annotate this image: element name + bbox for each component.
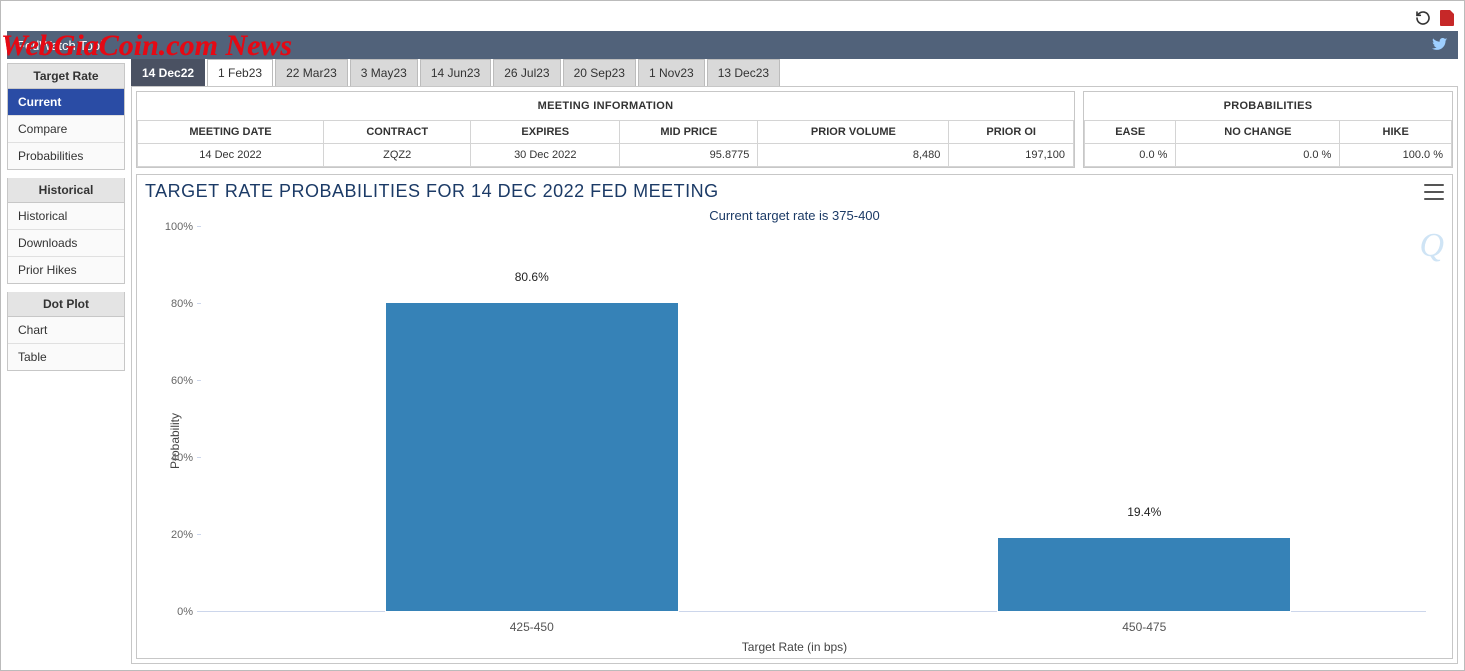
col-prior-oi: PRIOR OI bbox=[949, 121, 1074, 144]
col-meeting-date: MEETING DATE bbox=[138, 121, 324, 144]
title-bar: FedWatch Tool bbox=[7, 31, 1458, 59]
y-tick-label: 100% bbox=[153, 221, 193, 233]
tab-1feb23[interactable]: 1 Feb23 bbox=[207, 59, 273, 86]
chart-subtitle: Current target rate is 375-400 bbox=[145, 208, 1444, 223]
cell-meeting-date: 14 Dec 2022 bbox=[138, 144, 324, 167]
cell-prior-oi: 197,100 bbox=[949, 144, 1074, 167]
x-tick-label: 425-450 bbox=[510, 620, 554, 634]
y-tick-label: 40% bbox=[153, 452, 193, 464]
pdf-icon[interactable] bbox=[1438, 9, 1456, 27]
sidebar-item-probabilities[interactable]: Probabilities bbox=[8, 143, 124, 169]
date-tabs: 14 Dec221 Feb2322 Mar233 May2314 Jun2326… bbox=[131, 59, 1458, 87]
probabilities-block: PROBABILITIES EASE NO CHANGE HIKE 0.0 % … bbox=[1083, 91, 1453, 168]
tab-14dec22[interactable]: 14 Dec22 bbox=[131, 59, 205, 86]
tab-20sep23[interactable]: 20 Sep23 bbox=[563, 59, 636, 86]
sidebar-item-downloads[interactable]: Downloads bbox=[8, 230, 124, 257]
col-contract: CONTRACT bbox=[323, 121, 470, 144]
probabilities-table: EASE NO CHANGE HIKE 0.0 % 0.0 % 100.0 % bbox=[1084, 120, 1452, 167]
col-mid-price: MID PRICE bbox=[620, 121, 758, 144]
sidebar-item-historical[interactable]: Historical bbox=[8, 203, 124, 230]
y-tick-label: 60% bbox=[153, 375, 193, 387]
bar-value-label: 80.6% bbox=[515, 270, 549, 284]
cell-prior-volume: 8,480 bbox=[758, 144, 949, 167]
tab-1nov23[interactable]: 1 Nov23 bbox=[638, 59, 705, 86]
top-toolbar bbox=[7, 5, 1458, 31]
sidebar-item-chart[interactable]: Chart bbox=[8, 317, 124, 344]
y-tick-marker bbox=[197, 303, 201, 304]
col-ease: EASE bbox=[1085, 121, 1176, 144]
refresh-icon[interactable] bbox=[1414, 9, 1432, 27]
plot-area: 0%20%40%60%80%100%80.6%425-45019.4%450-4… bbox=[201, 227, 1426, 612]
tab-14jun23[interactable]: 14 Jun23 bbox=[420, 59, 491, 86]
sidebar-item-current[interactable]: Current bbox=[8, 89, 124, 116]
bar-value-label: 19.4% bbox=[1127, 505, 1161, 519]
x-tick-label: 450-475 bbox=[1122, 620, 1166, 634]
y-tick-label: 80% bbox=[153, 298, 193, 310]
tab-26jul23[interactable]: 26 Jul23 bbox=[493, 59, 560, 86]
sidebar: Target RateCurrentCompareProbabilities Hi… bbox=[7, 63, 125, 371]
bar-425-450 bbox=[385, 302, 679, 612]
app-title: FedWatch Tool bbox=[17, 38, 103, 53]
y-tick-marker bbox=[197, 611, 201, 612]
cell-contract: ZQZ2 bbox=[323, 144, 470, 167]
chart-canvas: Probability 0%20%40%60%80%100%80.6%425-4… bbox=[145, 227, 1444, 654]
sidebar-section-header: Target Rate bbox=[8, 64, 124, 89]
sidebar-item-prior-hikes[interactable]: Prior Hikes bbox=[8, 257, 124, 283]
chart-title: TARGET RATE PROBABILITIES FOR 14 DEC 202… bbox=[145, 181, 719, 202]
sidebar-item-compare[interactable]: Compare bbox=[8, 116, 124, 143]
meeting-info-block: MEETING INFORMATION MEETING DATE CONTRAC… bbox=[136, 91, 1075, 168]
sidebar-item-table[interactable]: Table bbox=[8, 344, 124, 370]
y-tick-marker bbox=[197, 226, 201, 227]
chart-menu-icon[interactable] bbox=[1424, 184, 1444, 200]
probabilities-title: PROBABILITIES bbox=[1084, 92, 1452, 120]
tab-22mar23[interactable]: 22 Mar23 bbox=[275, 59, 348, 86]
y-tick-marker bbox=[197, 534, 201, 535]
cell-expires: 30 Dec 2022 bbox=[471, 144, 620, 167]
y-tick-marker bbox=[197, 457, 201, 458]
col-no-change: NO CHANGE bbox=[1176, 121, 1340, 144]
table-row: 0.0 % 0.0 % 100.0 % bbox=[1085, 144, 1452, 167]
col-prior-volume: PRIOR VOLUME bbox=[758, 121, 949, 144]
meeting-info-title: MEETING INFORMATION bbox=[137, 92, 1074, 120]
tab-3may23[interactable]: 3 May23 bbox=[350, 59, 418, 86]
sidebar-section-header: Historical bbox=[8, 178, 124, 203]
bar-450-475 bbox=[997, 537, 1291, 612]
x-axis-label: Target Rate (in bps) bbox=[145, 640, 1444, 654]
y-tick-label: 20% bbox=[153, 529, 193, 541]
sidebar-section-header: Dot Plot bbox=[8, 292, 124, 317]
col-hike: HIKE bbox=[1340, 121, 1452, 144]
y-tick-marker bbox=[197, 380, 201, 381]
col-expires: EXPIRES bbox=[471, 121, 620, 144]
cell-hike: 100.0 % bbox=[1340, 144, 1452, 167]
tab-13dec23[interactable]: 13 Dec23 bbox=[707, 59, 780, 86]
chart-container: TARGET RATE PROBABILITIES FOR 14 DEC 202… bbox=[136, 174, 1453, 659]
table-row: 14 Dec 2022 ZQZ2 30 Dec 2022 95.8775 8,4… bbox=[138, 144, 1074, 167]
cell-no-change: 0.0 % bbox=[1176, 144, 1340, 167]
y-tick-label: 0% bbox=[153, 606, 193, 618]
meeting-info-table: MEETING DATE CONTRACT EXPIRES MID PRICE … bbox=[137, 120, 1074, 167]
cell-mid-price: 95.8775 bbox=[620, 144, 758, 167]
cell-ease: 0.0 % bbox=[1085, 144, 1176, 167]
twitter-icon[interactable] bbox=[1432, 36, 1448, 55]
